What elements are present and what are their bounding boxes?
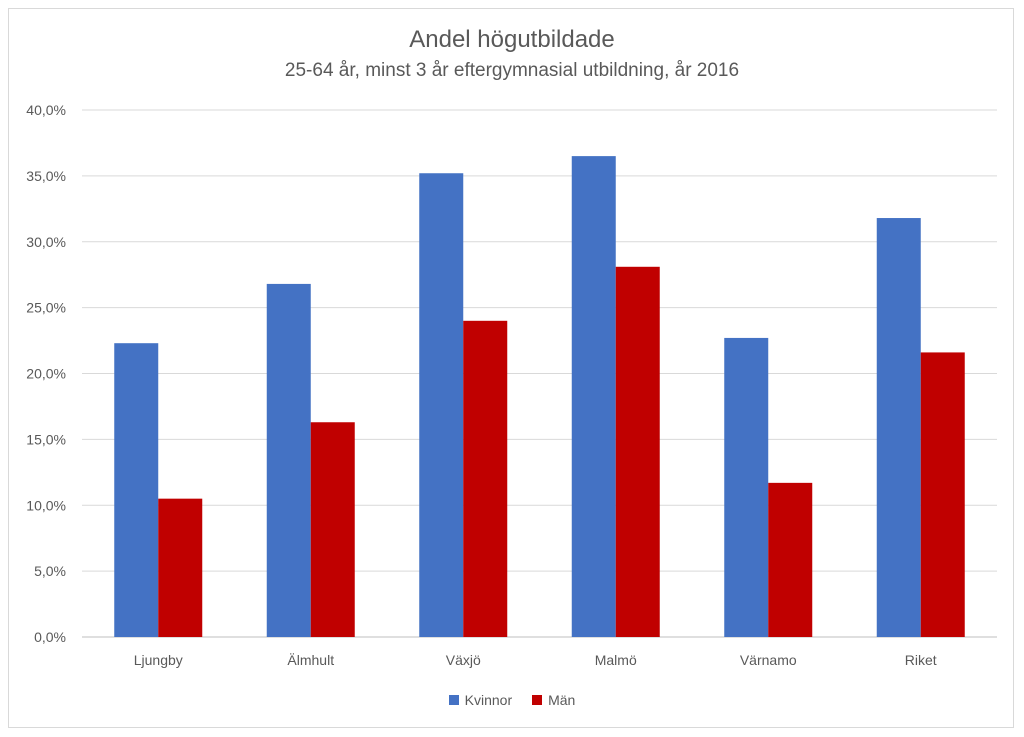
bar-kvinnor	[876, 218, 921, 637]
bar-kvinnor	[114, 343, 159, 637]
bar-man	[920, 352, 965, 637]
bar-kvinnor	[571, 156, 616, 638]
bar-man	[768, 482, 813, 637]
legend-label-kvinnor: Kvinnor	[464, 692, 513, 708]
y-tick-label: 25,0%	[26, 300, 66, 316]
legend-label-man: Män	[548, 692, 576, 708]
legend-item-man: Män	[532, 692, 575, 708]
y-tick-label: 0,0%	[34, 629, 66, 645]
chart-title: Andel högutbildade	[409, 26, 615, 53]
legend-swatch-man	[532, 695, 543, 705]
bar-man	[158, 498, 203, 637]
y-tick-label: 20,0%	[26, 366, 66, 382]
x-tick-label: Älmhult	[287, 652, 334, 668]
x-tick-label: Värnamo	[740, 652, 797, 668]
bar-kvinnor	[419, 173, 464, 638]
bar-man	[615, 266, 660, 637]
chart-subtitle: 25-64 år, minst 3 år eftergymnasial utbi…	[284, 60, 740, 81]
y-tick-label: 5,0%	[34, 563, 66, 579]
chart-legend: Kvinnor Män	[0, 692, 1024, 708]
legend-swatch-kvinnor	[448, 695, 459, 705]
legend-item-kvinnor: Kvinnor	[448, 692, 513, 708]
bar-man	[463, 320, 508, 637]
y-tick-label: 15,0%	[26, 431, 66, 447]
x-tick-label: Ljungby	[134, 652, 183, 668]
y-tick-label: 40,0%	[26, 102, 66, 118]
x-tick-label: Riket	[905, 652, 937, 668]
bar-kvinnor	[724, 337, 769, 637]
y-tick-label: 30,0%	[26, 234, 66, 250]
y-tick-label: 10,0%	[26, 497, 66, 513]
bar-man	[310, 422, 355, 637]
bar-kvinnor	[266, 283, 311, 637]
x-tick-label: Växjö	[446, 652, 481, 668]
y-tick-label: 35,0%	[26, 168, 66, 184]
x-tick-label: Malmö	[595, 652, 637, 668]
